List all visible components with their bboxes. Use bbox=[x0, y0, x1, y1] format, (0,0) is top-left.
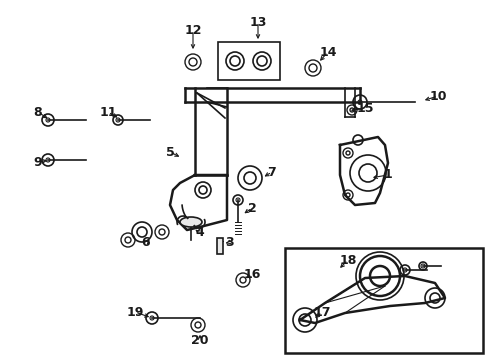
Text: 10: 10 bbox=[428, 90, 446, 103]
Text: 14: 14 bbox=[319, 45, 336, 58]
Ellipse shape bbox=[180, 217, 202, 227]
Bar bbox=[217, 238, 223, 254]
Text: 16: 16 bbox=[243, 267, 260, 280]
Text: 18: 18 bbox=[339, 253, 356, 266]
Text: 8: 8 bbox=[34, 105, 42, 118]
Text: 3: 3 bbox=[225, 235, 234, 248]
Text: 6: 6 bbox=[142, 237, 150, 249]
Text: 9: 9 bbox=[34, 156, 42, 168]
Text: 17: 17 bbox=[313, 306, 330, 319]
Text: 19: 19 bbox=[126, 306, 143, 319]
Text: 13: 13 bbox=[249, 15, 266, 28]
Text: 4: 4 bbox=[195, 226, 204, 239]
Text: 5: 5 bbox=[165, 145, 174, 158]
Text: 1: 1 bbox=[383, 168, 391, 181]
Text: 7: 7 bbox=[267, 166, 276, 179]
Text: 15: 15 bbox=[356, 102, 373, 114]
Text: 11: 11 bbox=[99, 105, 117, 118]
Bar bbox=[285, 248, 482, 353]
Text: 20: 20 bbox=[191, 333, 208, 346]
Text: 12: 12 bbox=[184, 23, 202, 36]
Text: 2: 2 bbox=[247, 202, 256, 215]
Bar bbox=[218, 42, 280, 80]
